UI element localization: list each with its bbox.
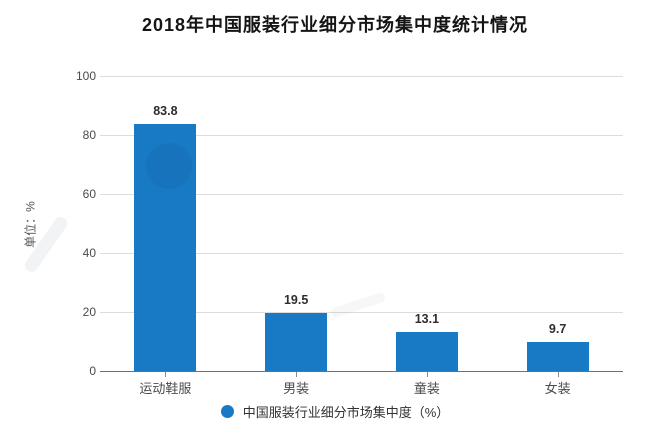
y-tick-label: 20 <box>82 305 96 319</box>
gridline <box>100 135 623 136</box>
legend-label: 中国服装行业细分市场集中度（%） <box>242 405 450 420</box>
gridline <box>100 76 623 77</box>
y-tick-label: 80 <box>82 128 96 142</box>
legend: 中国服装行业细分市场集中度（%） <box>0 402 670 421</box>
watermark-logo <box>146 143 192 189</box>
bar-童装 <box>395 332 458 371</box>
y-tick-label: 0 <box>89 364 96 378</box>
y-tick-label: 100 <box>75 69 96 83</box>
legend-circle-icon <box>220 405 234 418</box>
x-axis-tick <box>296 372 298 377</box>
gridline <box>100 194 623 195</box>
x-category-label: 男装 <box>283 381 310 396</box>
x-category-label: 童装 <box>413 381 440 396</box>
x-axis-tick <box>165 372 167 377</box>
chart-title: 2018年中国服装行业细分市场集中度统计情况 <box>141 15 529 35</box>
y-tick-label: 40 <box>82 246 96 260</box>
gridline <box>100 253 623 254</box>
x-category-label: 运动鞋服 <box>139 381 192 396</box>
y-tick-label: 60 <box>82 187 96 201</box>
x-axis-tick <box>557 372 559 377</box>
bar-value-label: 19.5 <box>283 293 309 308</box>
bar-女装 <box>526 342 589 371</box>
bar-value-label: 83.8 <box>153 103 178 118</box>
bar-运动鞋服 <box>134 123 197 371</box>
x-category-label: 女装 <box>544 381 571 396</box>
bar-value-label: 9.7 <box>548 322 567 337</box>
bar-男装 <box>265 313 328 371</box>
gridline <box>100 312 623 313</box>
bar-value-label: 13.1 <box>414 312 440 327</box>
x-axis-line <box>100 371 623 372</box>
x-axis-tick <box>426 372 428 377</box>
